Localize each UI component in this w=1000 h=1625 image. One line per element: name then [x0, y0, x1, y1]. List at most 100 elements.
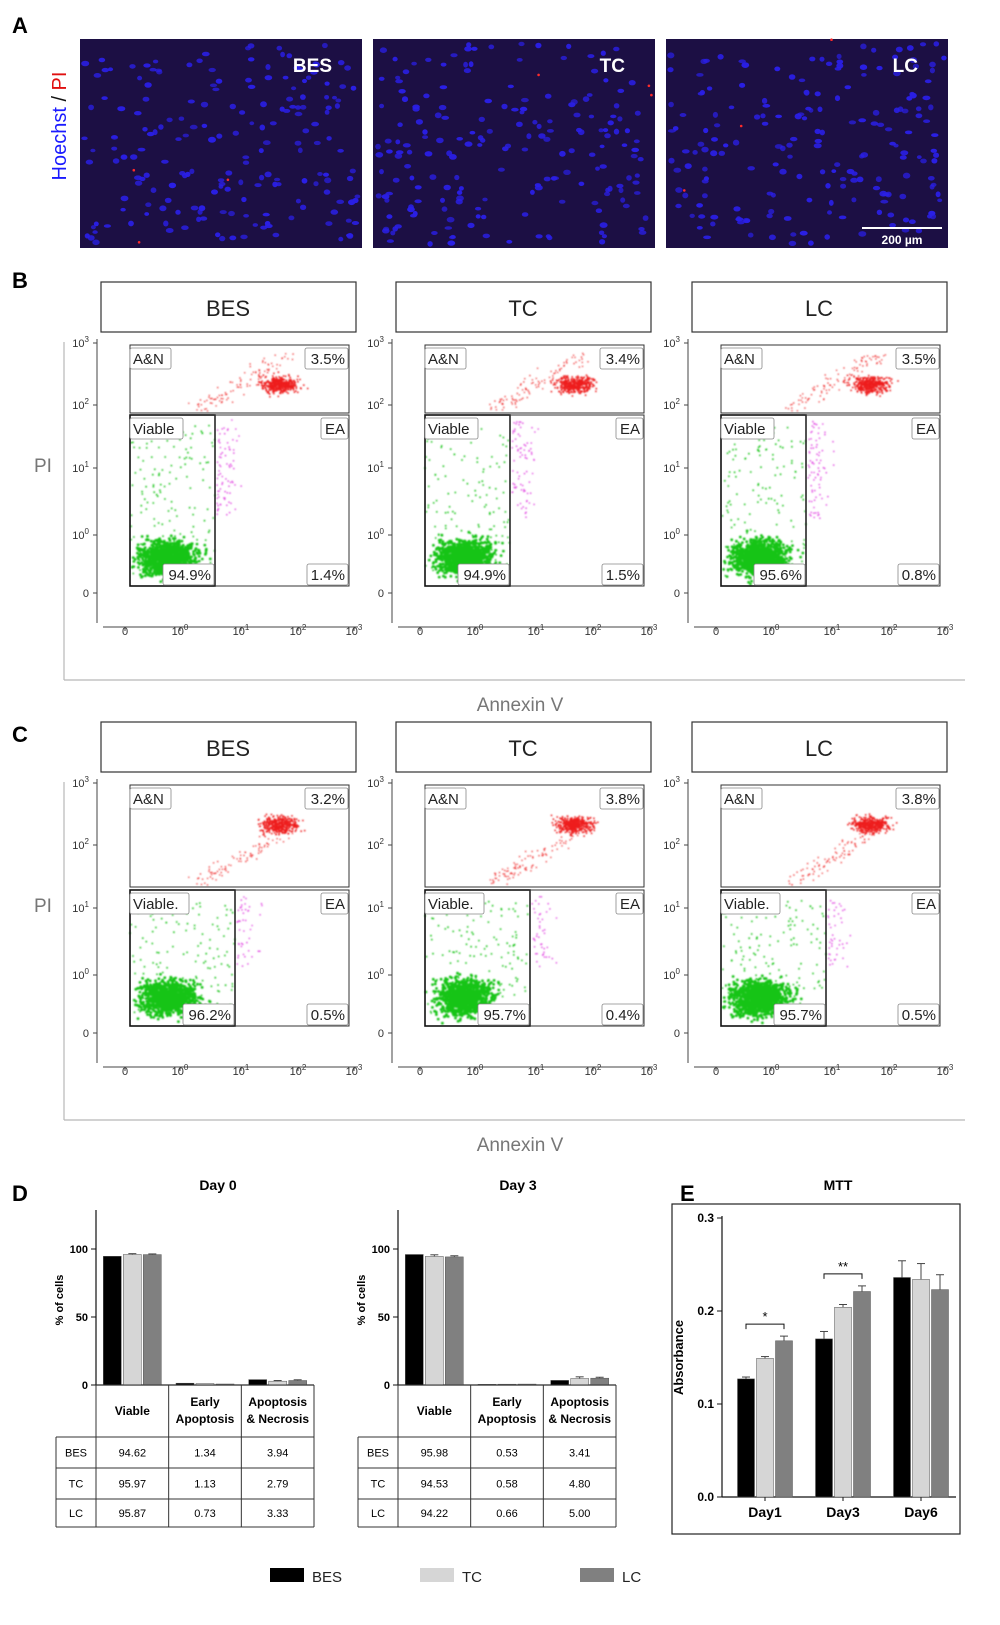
viable-event	[182, 560, 186, 564]
nucleus	[395, 139, 401, 145]
early-apoptosis-event	[518, 475, 521, 478]
early-apoptosis-event	[514, 486, 516, 489]
viable-event	[444, 475, 447, 478]
viable-event	[499, 434, 502, 437]
early-apoptosis-event	[519, 447, 521, 450]
nucleus	[143, 172, 150, 178]
nucleus	[408, 204, 414, 211]
viable-event	[160, 568, 164, 571]
late-event	[272, 382, 275, 385]
nucleus	[774, 66, 781, 72]
late-event	[271, 384, 274, 387]
early-apoptosis-event	[528, 481, 531, 483]
nucleus	[536, 123, 542, 129]
nucleus	[880, 199, 889, 204]
viable-event	[486, 558, 489, 561]
nucleus	[262, 140, 271, 146]
nucleus	[679, 113, 687, 117]
late-event	[246, 383, 248, 385]
nucleus	[703, 176, 710, 181]
late-event	[511, 395, 513, 397]
viable-event	[180, 539, 184, 543]
nucleus	[761, 121, 769, 126]
viable-event	[479, 556, 482, 558]
viable-event	[502, 443, 504, 446]
viable-event	[442, 465, 445, 468]
y-tick-label: 102	[663, 397, 680, 412]
nucleus	[412, 106, 420, 112]
nucleus	[165, 228, 174, 233]
nucleus	[766, 213, 773, 219]
nucleus	[697, 141, 705, 147]
viable-event	[496, 462, 498, 465]
late-event	[277, 384, 280, 387]
nucleus	[586, 93, 593, 97]
early-apoptosis-event	[224, 497, 226, 499]
viable-event	[444, 566, 448, 570]
late-event	[583, 388, 586, 391]
nucleus	[423, 93, 430, 99]
late-event	[206, 399, 208, 402]
nucleus	[628, 80, 636, 86]
nucleus	[440, 197, 445, 203]
early-apoptosis-event	[217, 504, 219, 507]
late-event	[514, 403, 517, 405]
nucleus	[240, 234, 248, 240]
early-apoptosis-event	[226, 492, 229, 494]
viable-event	[479, 496, 481, 499]
early-apoptosis-event	[223, 498, 226, 501]
nucleus	[710, 214, 719, 220]
late-event	[564, 377, 567, 380]
viable-event	[451, 510, 454, 513]
nucleus	[286, 96, 294, 102]
nucleus	[317, 172, 323, 176]
late-event	[291, 382, 294, 385]
viable-event	[491, 456, 493, 458]
nucleus	[181, 225, 189, 230]
nucleus	[185, 171, 191, 177]
x-tick-label: 0	[417, 626, 423, 638]
late-event	[287, 386, 290, 388]
nucleus	[681, 149, 690, 154]
viable-event	[203, 543, 207, 547]
late-event	[512, 399, 514, 401]
viable-event	[187, 547, 191, 551]
late-event	[565, 360, 568, 363]
percent-an: 3.4%	[606, 351, 640, 368]
late-event	[567, 379, 570, 382]
viable-event	[437, 534, 440, 536]
viable-event	[167, 546, 170, 549]
early-apoptosis-event	[530, 442, 533, 444]
late-event	[531, 382, 533, 385]
late-event	[595, 381, 598, 384]
viable-event	[191, 432, 194, 435]
late-event	[292, 389, 295, 391]
nucleus	[402, 143, 411, 148]
nucleus	[595, 166, 600, 171]
nucleus	[739, 82, 746, 88]
late-event	[264, 370, 266, 372]
early-apoptosis-event	[219, 472, 222, 475]
early-apoptosis-event	[230, 502, 232, 505]
viable-event	[467, 543, 471, 546]
nucleus	[112, 158, 120, 164]
early-apoptosis-event	[219, 465, 222, 468]
nucleus	[844, 85, 852, 90]
nucleus	[302, 128, 310, 134]
x-tick-label: 0	[122, 626, 128, 638]
late-event	[275, 389, 277, 392]
nucleus	[675, 187, 683, 193]
late-event	[238, 386, 240, 388]
nucleus	[217, 178, 225, 183]
late-event	[561, 388, 563, 391]
nucleus	[703, 235, 712, 240]
nucleus	[798, 78, 806, 83]
viable-event	[139, 468, 142, 471]
nucleus	[634, 173, 640, 178]
late-event	[582, 381, 584, 383]
viable-event	[149, 558, 153, 562]
y-tick-label: 103	[72, 335, 89, 350]
late-event	[227, 397, 229, 399]
